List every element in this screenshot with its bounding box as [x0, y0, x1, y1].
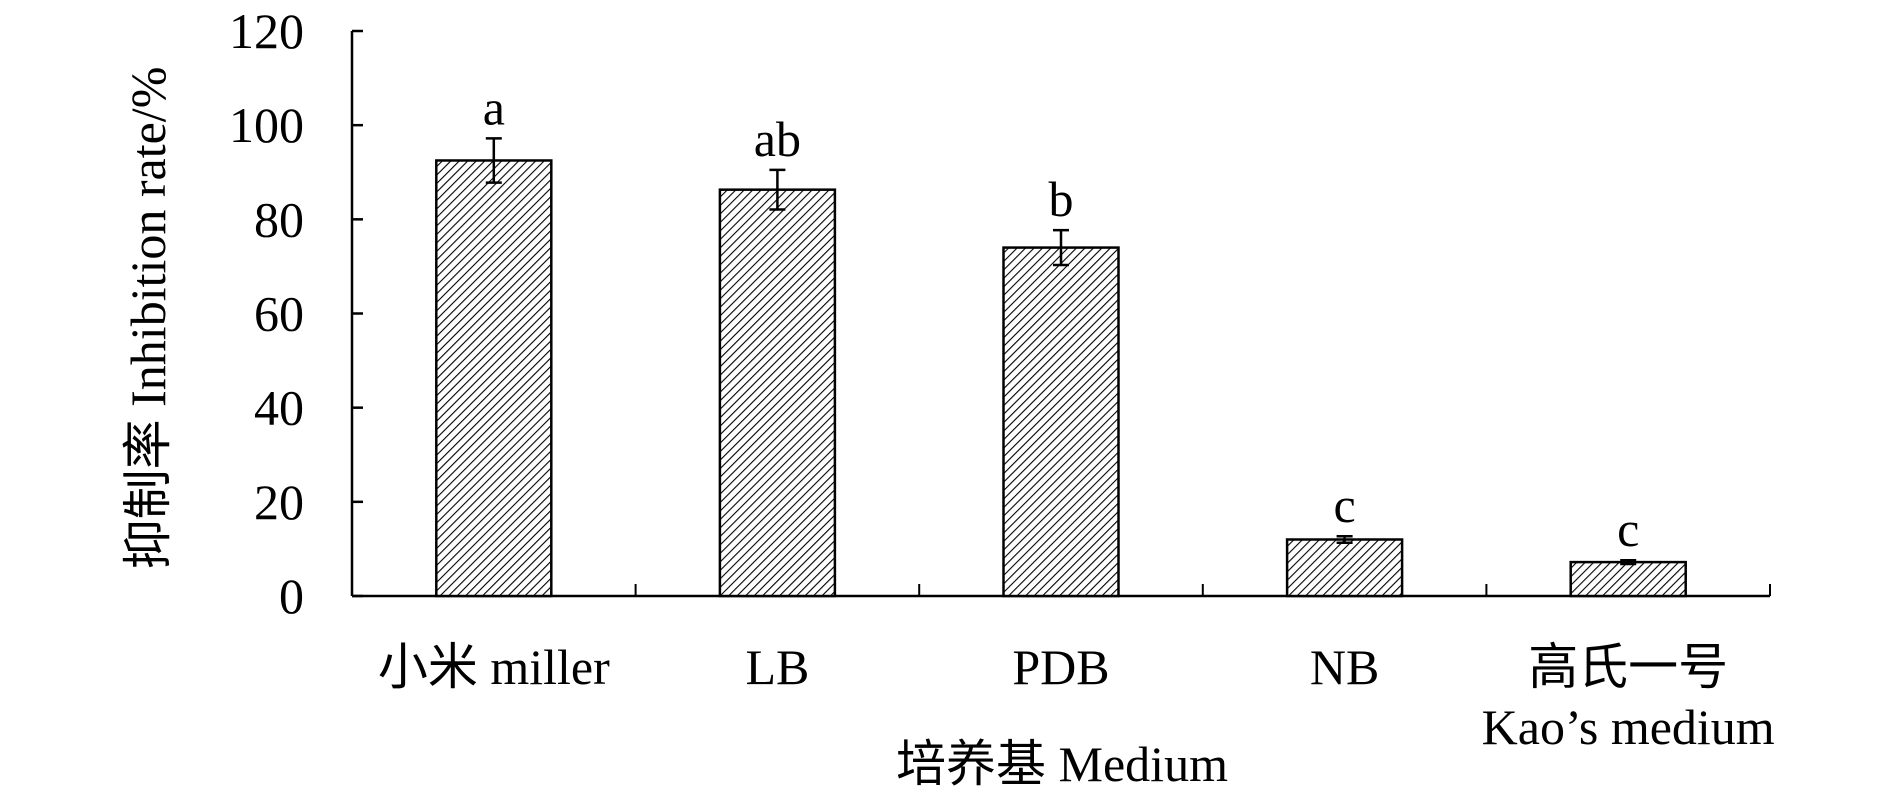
x-tick-label: PDB	[1012, 639, 1109, 695]
y-tick-label: 100	[229, 97, 304, 153]
x-axis-title: 培养基 Medium	[896, 736, 1228, 792]
bar	[1569, 560, 1687, 598]
bar	[718, 188, 837, 598]
significance-label: c	[1333, 477, 1355, 533]
significance-labels: a ab b c c	[483, 79, 1640, 557]
y-tick-label: 0	[279, 568, 304, 624]
significance-label: a	[483, 79, 505, 135]
significance-label: b	[1049, 171, 1074, 227]
y-axis: 0 20 40 60 80 100 120	[229, 3, 363, 624]
y-tick-label: 120	[229, 3, 304, 59]
error-bars	[485, 137, 1637, 566]
x-tick-label: 小米 miller	[378, 639, 610, 695]
bar	[1285, 538, 1404, 598]
x-tick-label: NB	[1310, 639, 1379, 695]
y-tick-label: 80	[254, 191, 304, 247]
y-tick-label: 40	[254, 380, 304, 436]
significance-label: ab	[754, 111, 801, 167]
x-tick-label: 高氏一号	[1528, 639, 1728, 695]
y-tick-label: 20	[254, 474, 304, 530]
y-tick-label: 60	[254, 286, 304, 342]
x-tick-label: Kao’s medium	[1482, 699, 1775, 755]
y-axis-title: 抑制率 Inhibition rate/%	[120, 67, 176, 570]
bar	[435, 159, 553, 598]
significance-label: c	[1617, 501, 1639, 557]
bar	[1002, 246, 1120, 598]
x-tick-label: LB	[745, 639, 809, 695]
bars	[435, 159, 1687, 598]
